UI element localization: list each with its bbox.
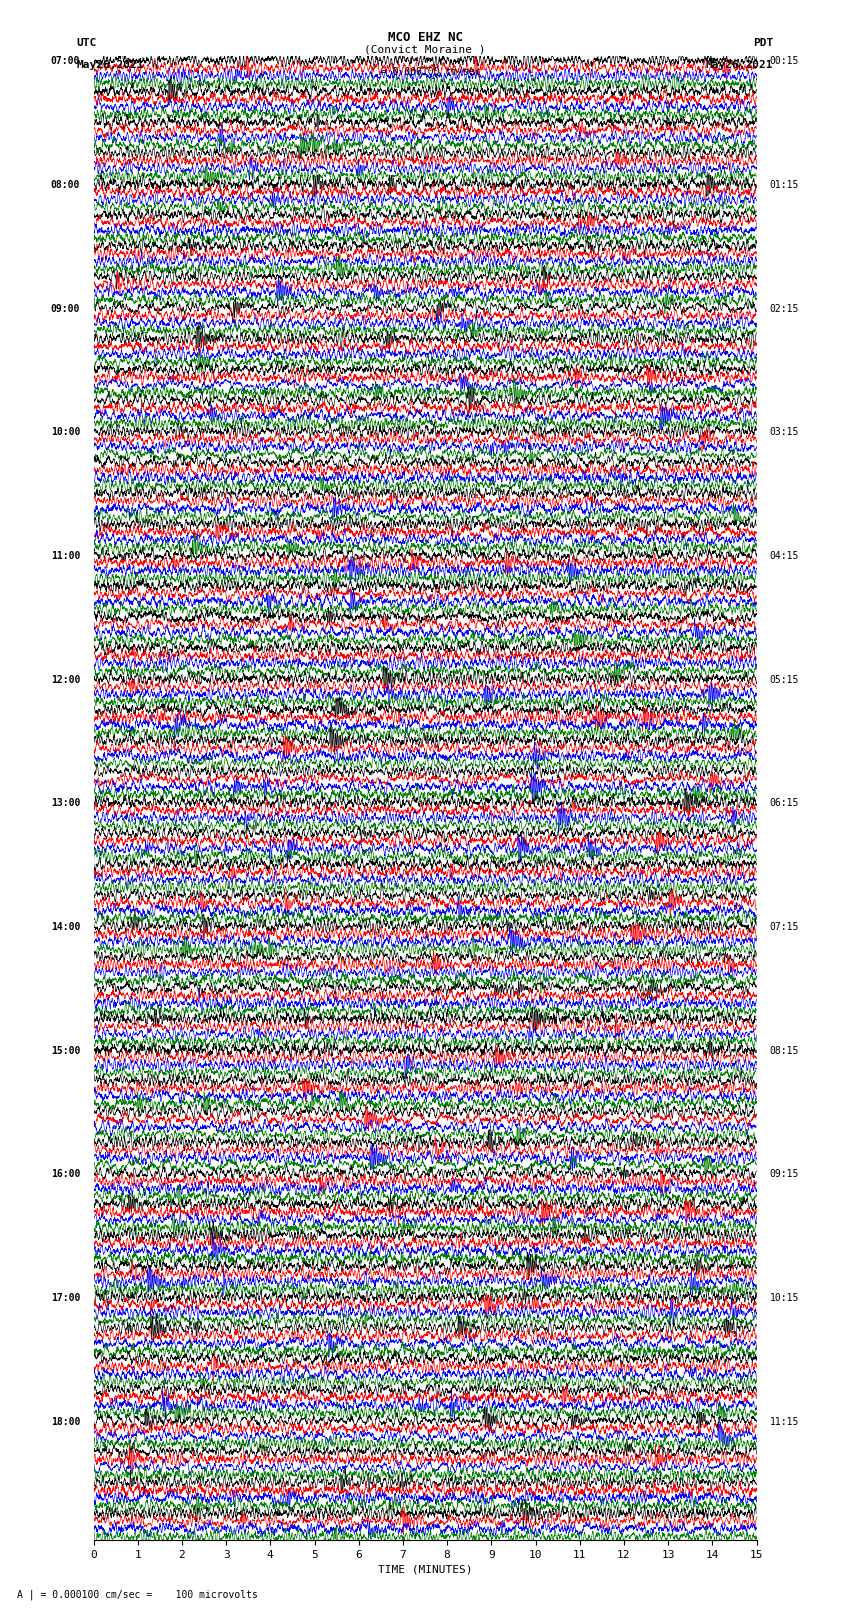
Text: 00:15: 00:15 [770,56,799,66]
Text: MCO EHZ NC: MCO EHZ NC [388,31,462,44]
Text: | = 0.000100 cm/sec: | = 0.000100 cm/sec [369,66,481,77]
Text: 03:15: 03:15 [770,427,799,437]
Text: 05:15: 05:15 [770,674,799,686]
Text: 07:00: 07:00 [51,56,80,66]
Text: PDT: PDT [753,39,774,48]
Text: May26,2021: May26,2021 [76,60,144,69]
Text: (Convict Moraine ): (Convict Moraine ) [365,45,485,55]
Text: 11:15: 11:15 [770,1416,799,1428]
Text: 08:15: 08:15 [770,1045,799,1057]
Text: 16:00: 16:00 [51,1169,80,1179]
Text: 09:00: 09:00 [51,303,80,315]
Text: 02:15: 02:15 [770,303,799,315]
Text: A | = 0.000100 cm/sec =    100 microvolts: A | = 0.000100 cm/sec = 100 microvolts [17,1589,258,1600]
Text: May26,2021: May26,2021 [706,60,774,69]
Text: 18:00: 18:00 [51,1416,80,1428]
Text: 17:00: 17:00 [51,1294,80,1303]
Text: 10:15: 10:15 [770,1294,799,1303]
Text: 10:00: 10:00 [51,427,80,437]
Text: 07:15: 07:15 [770,923,799,932]
Text: 01:15: 01:15 [770,181,799,190]
Text: 04:15: 04:15 [770,552,799,561]
X-axis label: TIME (MINUTES): TIME (MINUTES) [377,1565,473,1574]
Text: 08:00: 08:00 [51,181,80,190]
Text: 06:15: 06:15 [770,798,799,808]
Text: 12:00: 12:00 [51,674,80,686]
Text: 14:00: 14:00 [51,923,80,932]
Text: 09:15: 09:15 [770,1169,799,1179]
Text: 13:00: 13:00 [51,798,80,808]
Text: 11:00: 11:00 [51,552,80,561]
Text: UTC: UTC [76,39,97,48]
Text: 15:00: 15:00 [51,1045,80,1057]
